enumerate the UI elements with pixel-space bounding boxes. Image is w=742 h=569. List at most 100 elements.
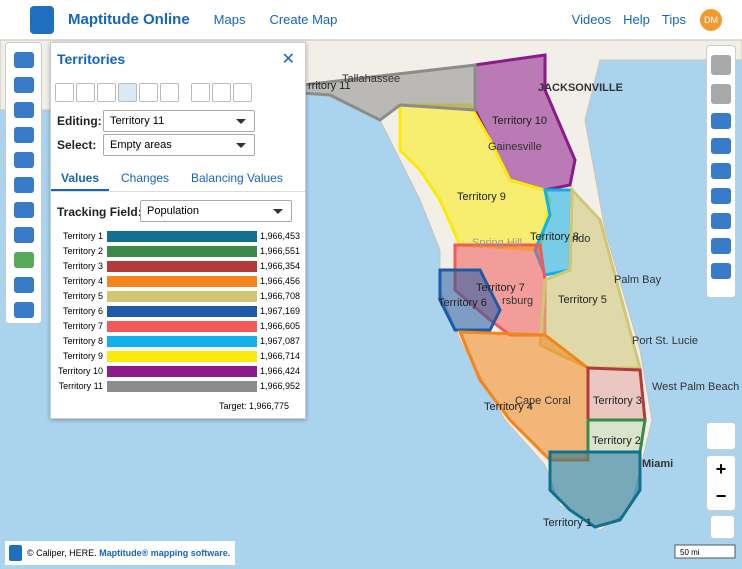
territory-name: Territory 1 [62,231,103,241]
tool[interactable] [233,83,252,102]
city-label: Miami [642,458,673,470]
city-label: Palm Bay [614,274,662,286]
territory-label: Territory 5 [558,294,607,306]
nav-link[interactable]: Maps [213,12,246,27]
scale-label: 50 mi [680,548,700,557]
editing-select[interactable]: Territory 11 [103,110,255,132]
territories [259,53,647,529]
tool[interactable] [97,83,116,102]
avatar[interactable]: DM [700,8,722,31]
territory-value: 1,966,354 [260,261,301,271]
select-label: Select: [57,138,97,152]
tool[interactable] [160,83,179,102]
territory-value: 1,967,087 [260,336,301,346]
territory-name: Territory 11 [58,381,103,391]
fullscreen-button[interactable] [710,515,735,539]
territory[interactable] [548,450,642,529]
tool[interactable] [118,83,137,102]
target-label: Target: 1,966,775 [218,401,289,411]
tool-button[interactable] [711,188,731,204]
left-toolbar [5,42,42,324]
tool-button[interactable] [13,152,34,168]
city-label: Port St. Lucie [632,335,698,347]
territory-name: Territory 4 [62,276,103,286]
tool-button[interactable] [711,138,731,154]
city-label: Tallahassee [342,73,400,85]
value-bar [107,231,257,242]
tool-button[interactable] [13,177,34,193]
territory-name: Territory 2 [62,246,103,256]
nav-link[interactable]: Tips [661,12,686,27]
territory[interactable] [438,268,502,332]
city-label: Gainesville [488,141,542,153]
territory[interactable] [259,63,477,122]
tool[interactable] [76,83,95,102]
tool-button[interactable] [13,102,34,118]
territory-label: Territory 1 [543,517,592,529]
territory-label: Territory 4 [484,401,533,413]
tool-button[interactable] [13,252,34,268]
value-bar [107,321,257,332]
tab[interactable]: Balancing Values [191,171,283,185]
right-toolbar [706,45,736,298]
territory-label: Territory 3 [593,395,642,407]
nav-link[interactable]: Create Map [269,12,338,27]
territory-value: 1,967,169 [260,306,301,316]
territory-value: 1,966,551 [260,246,301,256]
tool-row [55,83,252,102]
tool-button[interactable] [13,77,34,93]
tool[interactable] [55,83,74,102]
tool-button[interactable] [13,227,34,243]
map[interactable]: JACKSONVILLE Tallahassee Gainesville Spr… [0,40,742,569]
city-label: Spring Hill [472,237,522,249]
brand-link[interactable]: Maptitude® mapping software. [99,548,231,558]
value-bar [107,351,257,362]
tool-button[interactable] [711,238,731,254]
tool[interactable] [212,83,231,102]
zoom-controls[interactable]: + − [706,455,736,511]
tab[interactable]: Values [61,171,100,185]
attribution: © Caliper, HERE. Maptitude® mapping soft… [5,541,235,565]
tool-button[interactable] [711,84,731,104]
tool-button[interactable] [13,302,34,318]
city-label: JACKSONVILLE [538,82,623,94]
tool-button[interactable] [711,163,731,179]
value-bar [107,336,257,347]
close-button[interactable]: ✕ [281,51,295,68]
territory[interactable] [586,366,647,422]
nav-link[interactable]: Videos [571,12,612,27]
city-label: ndo [572,233,590,245]
territory-label: Territory 10 [492,115,547,127]
tool-button[interactable] [711,55,731,75]
city-label: rsburg [502,295,533,307]
tool-button[interactable] [13,277,34,293]
tool-button[interactable] [13,127,34,143]
tool-button[interactable] [13,52,34,68]
tool-button[interactable] [711,263,731,279]
tab[interactable]: Changes [121,171,170,185]
locate-button[interactable] [706,422,736,450]
panel-title: Territories [57,51,126,67]
city-labels: JACKSONVILLE Tallahassee Gainesville Spr… [342,73,739,470]
tracking-select[interactable]: Population [140,200,292,222]
tool-button[interactable] [711,213,731,229]
tool[interactable] [191,83,210,102]
territory-label: Territory 9 [457,191,506,203]
tool[interactable] [139,83,158,102]
territory-value: 1,966,424 [260,366,301,376]
nav-link[interactable]: Help [623,12,650,27]
tool-button[interactable] [711,113,731,129]
territory-value: 1,966,605 [260,321,301,331]
territory-name: Territory 10 [57,366,103,376]
tool-button[interactable] [13,202,34,218]
value-bar [107,306,257,317]
territory-value: 1,966,453 [260,231,301,241]
territory-name: Territory 7 [62,321,103,331]
logo[interactable] [30,5,54,34]
select-dropdown[interactable]: Empty areas [103,134,255,156]
territory-value: 1,966,456 [260,276,301,286]
app-name[interactable]: Maptitude Online [68,11,190,28]
value-bar [107,291,257,302]
